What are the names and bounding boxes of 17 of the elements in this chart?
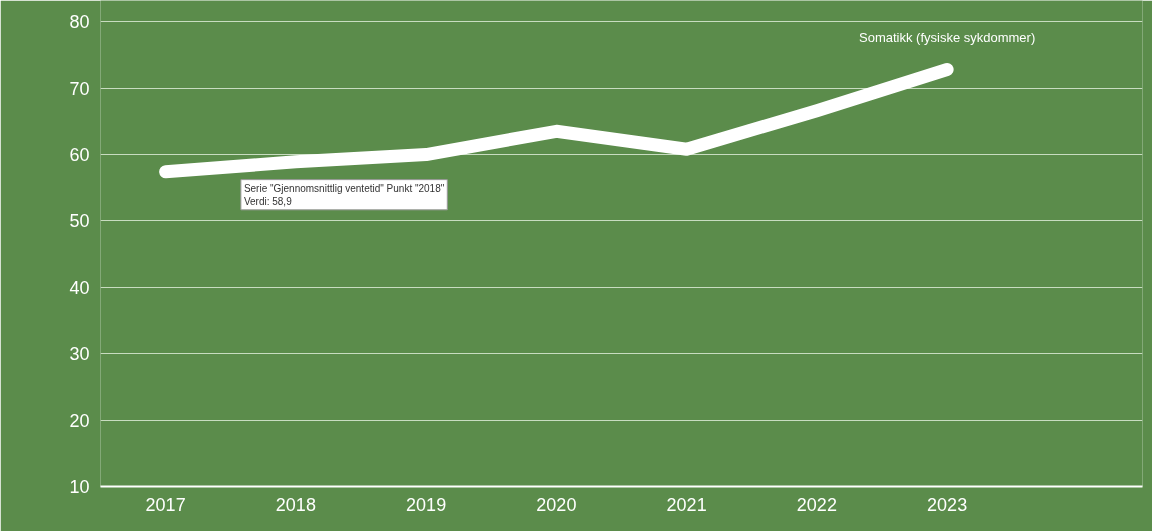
x-tick-label: 2021	[666, 494, 707, 515]
text: Somatikk (fysiske sykdommer)	[859, 29, 1036, 45]
x-tick-label: 2018	[275, 494, 316, 515]
y-tick-label: 40	[69, 277, 90, 298]
y-tick-label: 70	[69, 78, 90, 99]
y-tick-label: 20	[69, 410, 90, 431]
y-tick-label: 50	[69, 211, 90, 232]
annotation: Serie "Gjennomsnittlig ventetid" Punkt "2018" Verdi: 58,9	[243, 182, 445, 207]
y-tick-label: 10	[69, 477, 90, 497]
x-tick-label: 2020	[536, 494, 577, 515]
x-tick-label: 2022	[796, 494, 837, 515]
y-tick-label: 60	[69, 145, 90, 166]
y-tick-label: 80	[69, 12, 90, 33]
x-tick-label: 2023	[927, 494, 968, 515]
x-tick-label: 2017	[145, 494, 186, 515]
y-tick-label: 30	[69, 344, 90, 365]
x-tick-label: 2019	[406, 494, 447, 515]
